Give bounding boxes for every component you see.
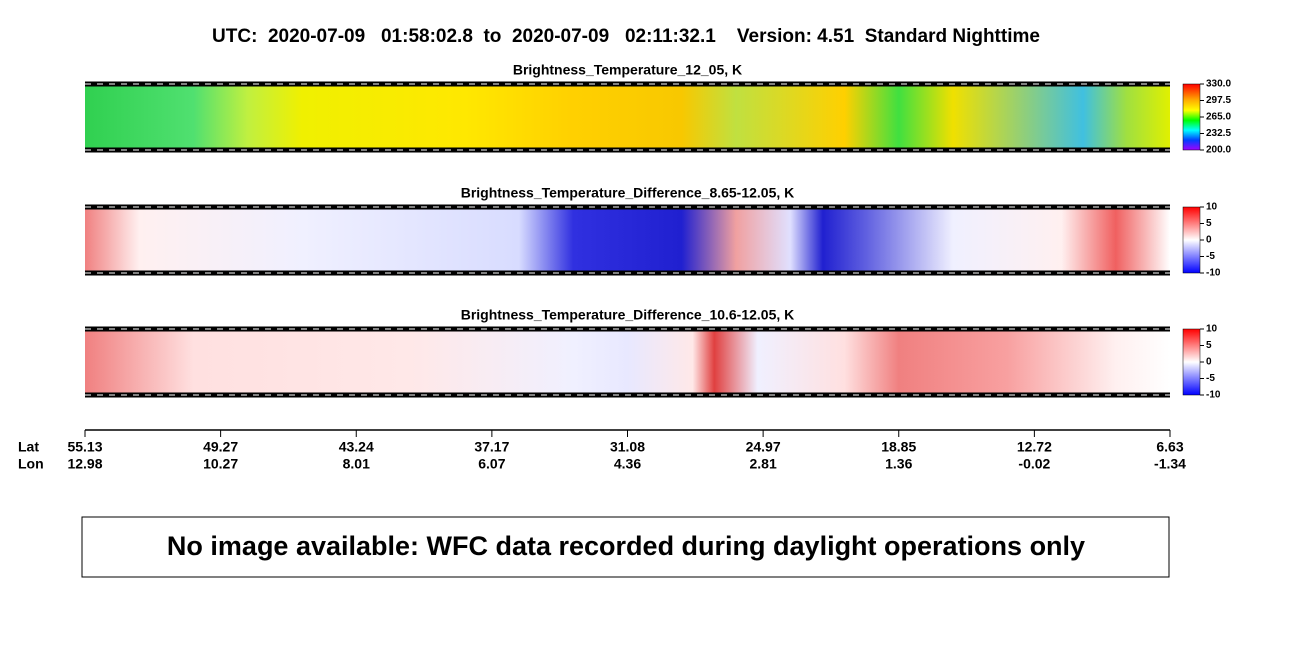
message-box (81, 516, 1170, 578)
lat-value: 55.13 (67, 439, 102, 455)
lat-value: 49.27 (203, 439, 238, 455)
colorbar-label: 297.5 (1206, 95, 1231, 106)
colorbar-label: 5 (1206, 340, 1212, 351)
colorbar-label: -5 (1206, 251, 1215, 262)
colorbar-label: -5 (1206, 373, 1215, 384)
panel-title: Brightness_Temperature_12_05, K (513, 62, 742, 78)
colorbar (1182, 83, 1201, 151)
panel-title: Brightness_Temperature_Difference_8.65-1… (461, 185, 795, 201)
colorbar-label: -10 (1206, 390, 1221, 401)
lat-value: 43.24 (339, 439, 374, 455)
lon-value: -1.34 (1154, 456, 1186, 472)
colorbar-label: 0 (1206, 357, 1212, 368)
lon-value: 6.07 (478, 456, 505, 472)
lon-value: 2.81 (750, 456, 777, 472)
colorbar-label: 330.0 (1206, 79, 1231, 90)
colorbar-label: 265.0 (1206, 112, 1231, 123)
lat-value: 12.72 (1017, 439, 1052, 455)
image-strip (85, 329, 1170, 395)
image-strip (85, 84, 1170, 150)
colorbar-label: 200.0 (1206, 145, 1231, 156)
colorbar-label: 232.5 (1206, 128, 1231, 139)
colorbar-label: 10 (1206, 202, 1218, 213)
message: No image available: WFC data recorded du… (167, 531, 1085, 561)
colorbar (1182, 206, 1201, 274)
image-strip (85, 207, 1170, 273)
lon-value: 4.36 (614, 456, 641, 472)
colorbar-label: -10 (1206, 268, 1221, 279)
colorbar-label: 5 (1206, 218, 1212, 229)
lon-value: 8.01 (343, 456, 370, 472)
lat-value: 24.97 (746, 439, 781, 455)
lat-value: 18.85 (881, 439, 916, 455)
lon-label: Lon (18, 456, 44, 472)
colorbar (1182, 328, 1201, 396)
lat-label: Lat (18, 439, 39, 455)
lat-value: 31.08 (610, 439, 645, 455)
lat-value: 37.17 (474, 439, 509, 455)
page-title: UTC: 2020-07-09 01:58:02.8 to 2020-07-09… (212, 26, 1040, 47)
panel-title: Brightness_Temperature_Difference_10.6-1… (461, 307, 795, 323)
lat-value: 6.63 (1156, 439, 1183, 455)
lon-value: 1.36 (885, 456, 912, 472)
lon-value: 10.27 (203, 456, 238, 472)
lon-value: 12.98 (67, 456, 102, 472)
colorbar-label: 0 (1206, 235, 1212, 246)
lon-value: -0.02 (1018, 456, 1050, 472)
colorbar-label: 10 (1206, 324, 1218, 335)
